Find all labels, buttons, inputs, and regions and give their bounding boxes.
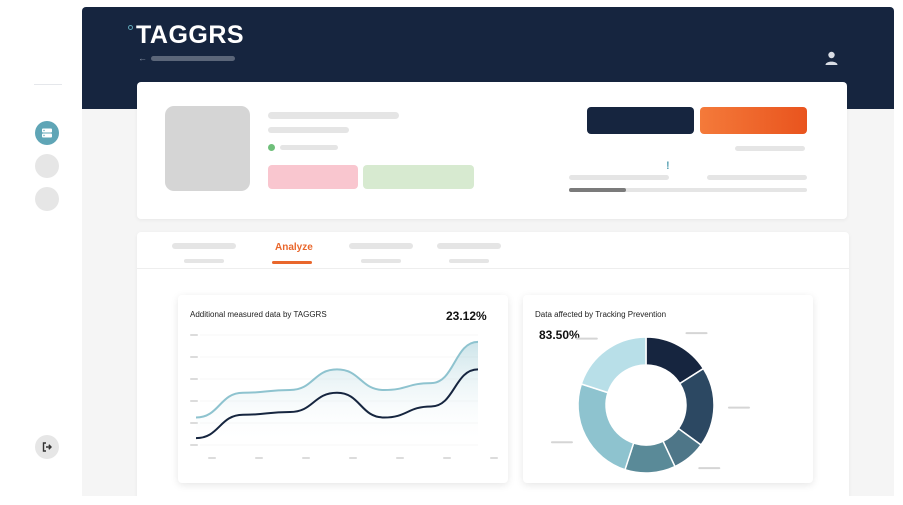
tab-1-placeholder[interactable]	[172, 243, 236, 249]
measured-line-chart	[190, 334, 498, 459]
sidebar-item-3[interactable]	[35, 187, 59, 211]
x-tick-placeholder	[302, 457, 310, 459]
main-frame: TAGGRS ← !	[82, 7, 894, 496]
slice-label-placeholder	[575, 337, 598, 340]
usage-value-placeholder	[707, 175, 807, 180]
back-link-placeholder	[151, 56, 235, 61]
taggrs-logo[interactable]: TAGGRS	[128, 21, 244, 49]
user-icon	[825, 51, 838, 65]
y-tick-placeholder	[190, 400, 198, 402]
tracking-card-title: Data affected by Tracking Prevention	[535, 310, 667, 319]
x-tick-placeholder	[208, 457, 216, 459]
logout-icon	[42, 442, 52, 452]
sidebar-item-2[interactable]	[35, 154, 59, 178]
measured-card-title: Additional measured data by TAGGRS	[190, 310, 327, 319]
tab-3-placeholder[interactable]	[349, 243, 413, 249]
tab-bar: Analyze	[137, 232, 849, 269]
series-line-dark	[195, 368, 479, 440]
user-menu-button[interactable]	[825, 51, 838, 70]
measured-data-card: Additional measured data by TAGGRS 23.12…	[178, 295, 508, 483]
x-tick-placeholder	[443, 457, 451, 459]
tracking-donut-chart	[550, 332, 750, 474]
profile-card: !	[137, 82, 847, 219]
subtitle-placeholder	[268, 127, 349, 133]
slice-label-placeholder	[727, 406, 750, 409]
warning-icon: !	[666, 160, 670, 172]
donut-slice	[577, 383, 635, 471]
primary-action-button[interactable]	[587, 107, 694, 134]
slice-label-placeholder	[685, 332, 708, 335]
y-tick-placeholder	[190, 356, 198, 358]
logout-button[interactable]	[35, 435, 59, 459]
avatar-placeholder	[165, 106, 250, 191]
name-placeholder	[268, 112, 399, 119]
slice-label-placeholder	[550, 441, 573, 444]
usage-progress-fill	[569, 188, 627, 192]
x-tick-placeholder	[255, 457, 263, 459]
x-tick-placeholder	[396, 457, 404, 459]
tag-pink[interactable]	[268, 165, 358, 189]
y-tick-placeholder	[190, 334, 198, 336]
tab-analyze[interactable]: Analyze	[275, 242, 313, 253]
server-icon	[42, 128, 52, 138]
status-dot	[268, 144, 275, 151]
slice-label-placeholder	[698, 467, 721, 470]
logo-mark-icon	[128, 25, 133, 30]
sidebar-divider	[34, 84, 62, 85]
series-line-light	[195, 340, 479, 419]
y-tick-placeholder	[190, 378, 198, 380]
usage-progress	[569, 188, 807, 192]
usage-label-placeholder	[569, 175, 669, 180]
secondary-action-button[interactable]	[700, 107, 807, 134]
status-text-placeholder	[280, 145, 338, 150]
x-tick-placeholder	[490, 457, 498, 459]
sidebar	[0, 0, 82, 505]
tag-green[interactable]	[363, 165, 474, 189]
tracking-percentage: 83.50%	[539, 328, 580, 342]
back-link[interactable]: ←	[138, 54, 235, 63]
tab-4-sub-placeholder	[449, 259, 489, 263]
tab-analyze-underline	[272, 261, 312, 264]
x-tick-placeholder	[349, 457, 357, 459]
donut-slice	[580, 336, 647, 394]
tab-3-sub-placeholder	[361, 259, 401, 263]
sidebar-item-servers[interactable]	[35, 121, 59, 145]
tracking-prevention-card: Data affected by Tracking Prevention 83.…	[523, 295, 813, 483]
info-placeholder	[735, 146, 805, 151]
tab-1-sub-placeholder	[184, 259, 224, 263]
tab-4-placeholder[interactable]	[437, 243, 501, 249]
arrow-left-icon: ←	[138, 53, 147, 63]
logo-text: TAGGRS	[136, 21, 245, 49]
measured-percentage: 23.12%	[446, 309, 487, 323]
